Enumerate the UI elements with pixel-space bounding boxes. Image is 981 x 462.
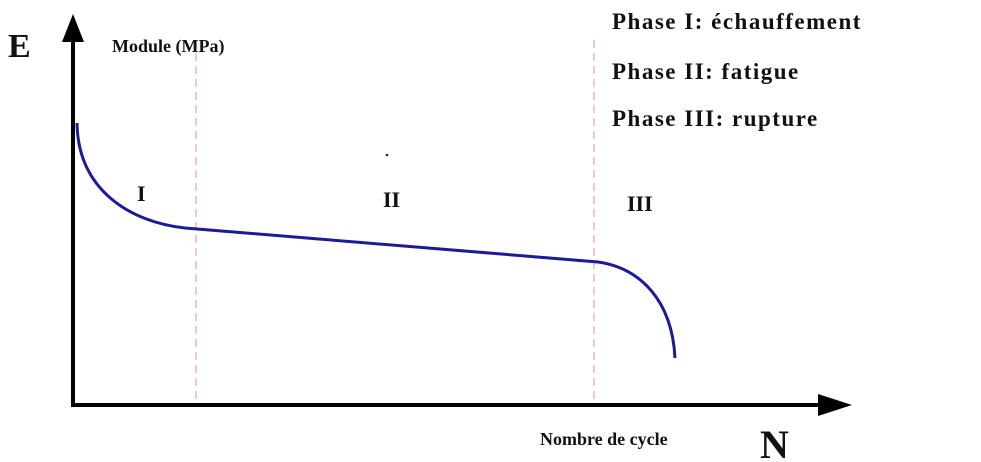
phase-label: II [383, 187, 400, 212]
y-label: Module (MPa) [112, 36, 224, 57]
dot [385, 153, 389, 157]
x-arrow [818, 394, 852, 416]
phase-label: III [627, 191, 653, 216]
y-symbol: E [8, 28, 31, 65]
legend-item: Phase II: fatigue [612, 59, 800, 84]
modulus-curve [75, 122, 677, 359]
legend-item: Phase I: échauffement [612, 9, 862, 34]
x-symbol: N [760, 422, 789, 462]
phase-label: I [137, 181, 146, 206]
legend-item: Phase III: rupture [612, 106, 819, 131]
y-arrow [62, 14, 84, 42]
x-label: Nombre de cycle [540, 429, 668, 449]
